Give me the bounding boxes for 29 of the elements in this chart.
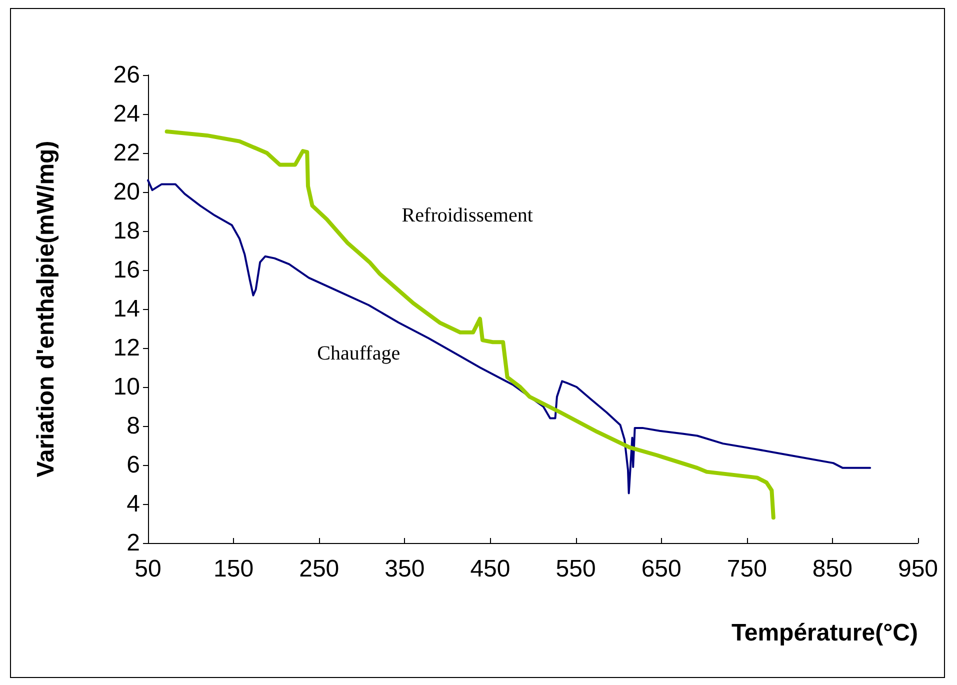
y-tick-label: 14 bbox=[113, 296, 140, 322]
x-tick-label: 350 bbox=[384, 556, 425, 582]
y-tick-label: 18 bbox=[113, 218, 140, 244]
x-tick-label: 250 bbox=[299, 556, 340, 582]
y-tick-label: 22 bbox=[113, 140, 140, 166]
y-tick-label: 8 bbox=[126, 412, 140, 440]
y-tick-label: 16 bbox=[113, 256, 140, 284]
x-axis-title: Température(°C) bbox=[731, 620, 918, 646]
line-series bbox=[164, 130, 776, 520]
y-tick-label: 10 bbox=[113, 374, 140, 400]
y-axis-title: Variation d'enthalpie(mW/mg) bbox=[32, 140, 60, 478]
line-series bbox=[147, 179, 872, 494]
y-tick-label: 26 bbox=[113, 62, 140, 88]
x-tick-label: 950 bbox=[898, 556, 938, 582]
x-tick-label: 550 bbox=[556, 556, 596, 582]
y-tick-label: 4 bbox=[126, 490, 140, 518]
x-tick-label: 750 bbox=[726, 556, 767, 582]
y-tick-label: 6 bbox=[126, 452, 140, 478]
text: Refroidissement bbox=[402, 204, 534, 226]
series-label: Chauffage bbox=[317, 342, 400, 364]
x-tick-label: 850 bbox=[812, 556, 852, 582]
x-tick-label: 650 bbox=[641, 556, 682, 582]
y-tick-label: 20 bbox=[113, 178, 140, 206]
y-tick-label: 24 bbox=[113, 100, 140, 128]
x-tick-label: 50 bbox=[134, 556, 162, 582]
y-tick-label: 2 bbox=[126, 530, 140, 556]
y-tick-label: 12 bbox=[113, 334, 140, 362]
x-tick-label: 150 bbox=[214, 556, 254, 582]
x-tick-label: 450 bbox=[470, 556, 510, 582]
